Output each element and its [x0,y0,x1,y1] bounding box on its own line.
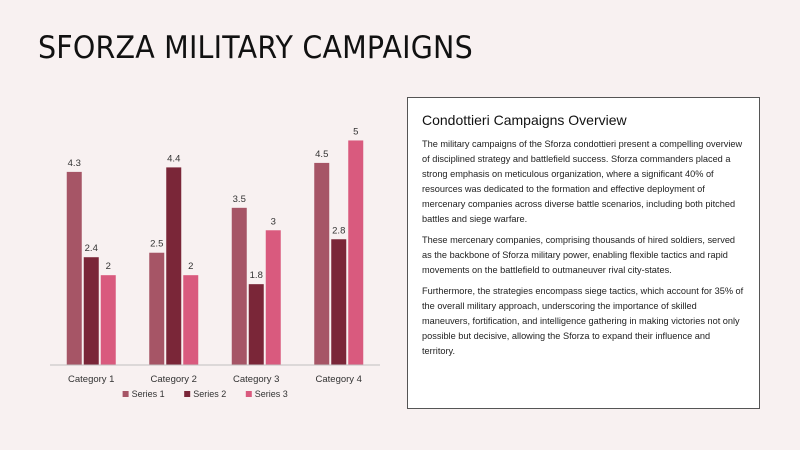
overview-heading: Condottieri Campaigns Overview [422,112,627,128]
legend-label-1: Series 1 [132,389,165,399]
slide-title: SFORZA MILITARY CAMPAIGNS [38,30,473,66]
bar-1-3 [231,207,247,365]
data-label-1-4: 4.5 [315,149,328,160]
overview-paragraph-1: The military campaigns of the Sforza con… [422,139,743,224]
bar-2-4 [331,239,347,365]
data-label-1-1: 4.3 [68,158,81,169]
data-label-2-3: 1.8 [250,270,263,281]
bar-3-3 [265,230,281,365]
x-tick-label-4: Category 4 [316,374,362,385]
data-label-3-4: 5 [353,126,358,137]
bar-2-3 [248,284,264,365]
data-label-3-2: 2 [188,261,193,272]
x-tick-label-1: Category 1 [68,374,114,385]
data-label-3-3: 3 [271,216,276,227]
x-tick-label-2: Category 2 [151,374,197,385]
x-tick-label-3: Category 3 [233,374,279,385]
data-label-1-3: 3.5 [233,194,246,205]
data-label-2-1: 2.4 [85,243,98,254]
bar-1-2 [149,252,165,365]
bar-2-1 [83,257,99,365]
legend-swatch-2 [184,391,191,397]
bar-1-1 [66,171,82,365]
data-label-1-2: 2.5 [150,239,163,250]
data-label-2-4: 2.8 [332,225,345,236]
data-label-2-2: 4.4 [167,153,180,164]
legend-swatch-1 [122,391,129,397]
legend-label-3: Series 3 [255,389,288,399]
legend-swatch-3 [245,391,252,397]
bar-3-1 [100,275,116,365]
overview-paragraph-3: Furthermore, the strategies encompass si… [422,286,744,356]
bar-chart: 4.3 2.4 2 Category 1 2.5 4.4 2 Category 2 3.5 1.8… [50,126,380,399]
bar-3-4 [348,140,364,365]
overview-text-box: Condottieri Campaigns Overview The milit… [407,97,760,409]
legend-label-2: Series 2 [193,389,226,399]
bar-2-2 [166,167,182,365]
overview-paragraph-2: These mercenary companies, comprising th… [422,235,736,275]
bar-1-4 [314,162,330,365]
bar-3-2 [183,275,199,365]
data-label-3-1: 2 [106,261,111,272]
